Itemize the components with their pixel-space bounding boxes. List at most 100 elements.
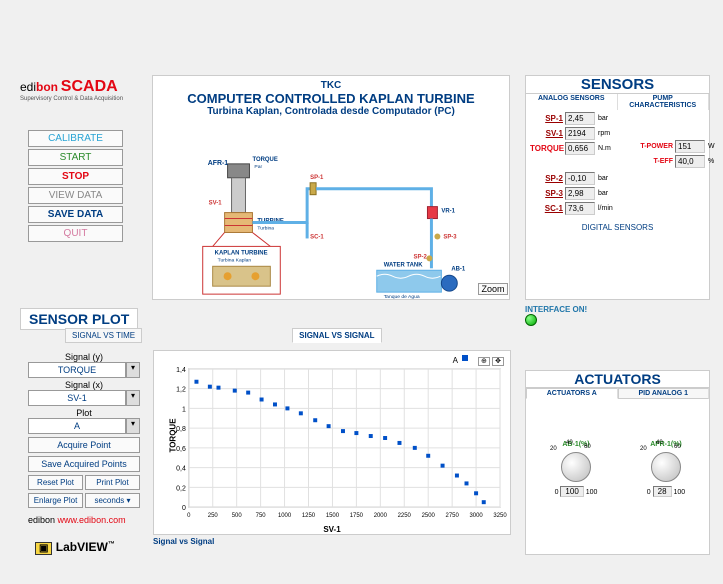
svg-text:Par: Par [254,164,262,170]
actuators-subheaders: ACTUATORS A PID ANALOG 1 [526,388,709,399]
interface-label: INTERFACE ON! [525,305,587,314]
save-acquired-button[interactable]: Save Acquired Points [28,456,140,472]
chevron-down-icon[interactable]: ▾ [126,390,140,406]
sensor-label: SC-1 [530,204,565,213]
sensor-unit: bar [595,115,625,122]
save-data-button[interactable]: SAVE DATA [28,206,123,223]
tab-signal-time[interactable]: SIGNAL VS TIME [65,328,142,343]
labview-icon: ▣ [35,542,52,555]
chart-tool-icon[interactable]: ✥ [492,357,504,366]
acquire-point-button[interactable]: Acquire Point [28,437,140,453]
sensor-unit: W [705,143,723,150]
signal-y-value: TORQUE [28,362,126,378]
signal-x-select[interactable]: SV-1 ▾ [28,390,140,406]
interface-status: INTERFACE ON! [525,305,605,328]
tab-actuators-a[interactable]: ACTUATORS A [526,388,618,399]
sensor-value: 2,98 [565,187,595,200]
plot-select[interactable]: A ▾ [28,418,140,434]
plot-tabs: SIGNAL VS TIME SIGNAL VS SIGNAL [20,328,510,343]
sensor-row: T-EFF 40,0 % [633,155,723,168]
afr-readout[interactable]: 28 [653,486,672,497]
svg-text:500: 500 [232,513,243,519]
svg-text:1750: 1750 [350,513,364,519]
svg-text:750: 750 [256,513,267,519]
sensor-value: 73,6 [565,202,595,215]
tab-pid-analog[interactable]: PID ANALOG 1 [618,388,710,399]
sensor-col-left: SP-1 2,45 barSV-1 2194 rpmTORQUE 0,656 N… [526,110,629,170]
calibrate-button[interactable]: CALIBRATE [28,130,123,147]
chart-tool-icon[interactable]: ⊕ [478,357,490,366]
actuators-panel: ACTUATORS ACTUATORS A PID ANALOG 1 AB-1(… [525,370,710,555]
ab-readout[interactable]: 100 [560,486,583,497]
title-code: TKC [153,80,509,91]
sensors-title: SENSORS [526,76,709,94]
svg-text:WATER TANK: WATER TANK [384,262,423,268]
tab-signal-signal[interactable]: SIGNAL VS SIGNAL [292,328,381,343]
svg-text:2500: 2500 [422,513,436,519]
sensor-value: 40,0 [675,155,705,168]
quit-button[interactable]: QUIT [28,225,123,242]
main-buttons: CALIBRATE START STOP VIEW DATA SAVE DATA… [28,130,123,244]
chart-legend: A ⊕ ✥ [453,353,504,365]
svg-text:0: 0 [182,505,186,512]
logo-bon: bon [36,80,58,94]
seconds-select[interactable]: seconds ▾ [85,493,140,508]
actuators-title: ACTUATORS [526,371,709,388]
sensor-row: SV-1 2194 rpm [530,127,625,140]
sensor-row: TORQUE 0,656 N.m [530,142,625,155]
labview-logo: ▣ LabVIEW™ [35,540,115,554]
svg-text:3250: 3250 [493,513,507,519]
svg-text:1000: 1000 [278,513,292,519]
plot-label: Plot [28,408,140,418]
website-link[interactable]: edibon www.edibon.com [28,515,126,525]
analog-header: ANALOG SENSORS [526,94,618,110]
sensor-col-bottom: SP-2 -0,10 barSP-3 2,98 barSC-1 73,6 l/m… [526,172,709,215]
svg-text:SP-2: SP-2 [414,254,428,260]
sensor-unit: bar [595,190,625,197]
svg-text:Turbina Kaplan: Turbina Kaplan [218,257,252,263]
signal-x-label: Signal (x) [28,380,140,390]
zoom-button[interactable]: Zoom [478,283,508,295]
sensor-value: 151 [675,140,705,153]
svg-text:2250: 2250 [398,513,412,519]
print-plot-button[interactable]: Print Plot [85,475,140,490]
sensor-row: SP-3 2,98 bar [530,187,705,200]
logo-block: edibon SCADA Supervisory Control & Data … [20,78,135,113]
view-data-button[interactable]: VIEW DATA [28,187,123,204]
sensors-panel: SENSORS ANALOG SENSORS PUMP CHARACTERIST… [525,75,710,300]
title-main: COMPUTER CONTROLLED KAPLAN TURBINE [153,91,509,106]
diagram-svg: AFR-1 TORQUE Par SV-1 TURBINE Turbina SP… [153,117,509,340]
title-sub: Turbina Kaplan, Controlada desde Computa… [153,106,509,117]
ab-knob[interactable] [561,452,591,482]
svg-text:0,6: 0,6 [176,446,186,453]
chevron-down-icon[interactable]: ▾ [126,362,140,378]
title-block: TKC COMPUTER CONTROLLED KAPLAN TURBINE T… [153,76,509,117]
sensor-row: SP-2 -0,10 bar [530,172,705,185]
chevron-down-icon[interactable]: ▾ [126,418,140,434]
signal-x-value: SV-1 [28,390,126,406]
svg-text:VR-1: VR-1 [441,209,455,215]
afr-knob-block: AFR-1(%) 204060 0 28 100 [626,441,706,497]
start-button[interactable]: START [28,149,123,166]
enlarge-plot-button[interactable]: Enlarge Plot [28,493,83,508]
svg-text:AB-1: AB-1 [451,266,466,272]
afr-knob[interactable] [651,452,681,482]
sensors-subheaders: ANALOG SENSORS PUMP CHARACTERISTICS [526,94,709,110]
chart-caption: Signal vs Signal [153,537,214,546]
logo-scada: SCADA [61,78,118,95]
sensor-value: 0,656 [565,142,595,155]
sensor-unit: N.m [595,145,625,152]
svg-text:1,4: 1,4 [176,367,186,374]
svg-text:2750: 2750 [446,513,460,519]
logo-edi: edi [20,80,36,94]
led-icon [525,314,537,326]
sensor-label: SP-1 [530,114,565,123]
svg-text:2000: 2000 [374,513,388,519]
sensor-label: T-POWER [633,143,675,150]
reset-plot-button[interactable]: Reset Plot [28,475,83,490]
stop-button[interactable]: STOP [28,168,123,185]
sensor-row: T-POWER 151 W [633,140,723,153]
sensor-unit: bar [595,175,625,182]
signal-y-select[interactable]: TORQUE ▾ [28,362,140,378]
pump-header: PUMP CHARACTERISTICS [618,94,710,110]
